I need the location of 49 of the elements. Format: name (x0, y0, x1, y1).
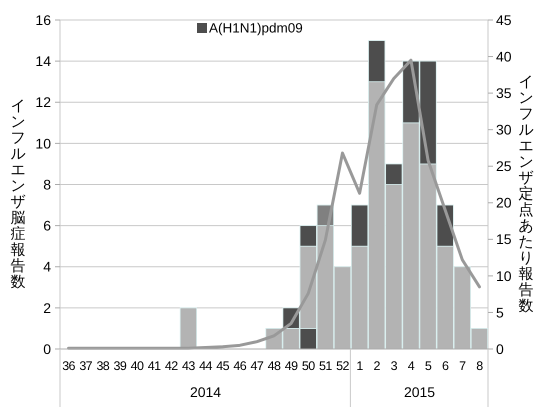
x-tick-label: 2 (374, 359, 381, 373)
x-tick-label: 42 (164, 359, 178, 373)
y2-tick-label: 15 (496, 231, 512, 248)
y2-tick-label: 25 (496, 158, 512, 174)
x-tick-label: 8 (476, 359, 484, 373)
x-tick-label: 3 (390, 359, 398, 373)
y-tick-label: 4 (43, 258, 52, 275)
y-tick-label: 6 (43, 218, 52, 234)
x-tick-label: 52 (336, 359, 350, 373)
y-tick-label: 16 (35, 12, 52, 28)
x-tick-label: 48 (268, 359, 281, 373)
x-tick-label: 36 (62, 359, 76, 373)
y-tick-label: 10 (35, 135, 52, 152)
y-tick-label: 14 (35, 53, 52, 70)
text: 2015 (404, 384, 436, 400)
text: インフルエンザ脳症報告数 (10, 96, 26, 290)
x-tick-label: 44 (199, 359, 213, 373)
x-tick-label: 1 (356, 359, 364, 373)
text: インフルエンザ定点あたり報告数 (518, 72, 534, 314)
x-tick-label: 51 (319, 359, 332, 373)
x-tick-label: 5 (424, 359, 432, 373)
y2-tick-label: 30 (496, 122, 512, 138)
x-tick-label: 39 (114, 359, 127, 373)
y2-tick-label: 35 (496, 85, 512, 102)
y2-tick-label: 0 (496, 340, 504, 357)
x-tick-label: 45 (216, 359, 230, 373)
x-tick-label: 50 (302, 359, 316, 373)
legend-label: A(H1N1)pdm09 (209, 20, 303, 36)
text: 2014 (190, 384, 222, 400)
y-tick-label: 12 (35, 94, 52, 110)
y2-tick-label: 5 (496, 304, 504, 320)
y2-tick-label: 40 (496, 48, 512, 64)
x-tick-label: 7 (459, 359, 466, 373)
x-tick-label: 37 (79, 359, 93, 373)
x-tick-label: 47 (250, 359, 264, 373)
x-tick-label: 38 (96, 359, 110, 373)
x-tick-label: 46 (233, 359, 247, 373)
y-tick-label: 0 (43, 340, 52, 357)
y2-tick-label: 45 (496, 12, 512, 28)
x-tick-label: 49 (284, 359, 298, 373)
x-tick-label: 40 (130, 359, 144, 373)
x-tick-label: 6 (442, 359, 450, 373)
x-tick-label: 4 (408, 359, 415, 373)
y-tick-label: 8 (43, 176, 52, 192)
y-tick-label: 2 (43, 300, 52, 316)
y2-tick-label: 10 (496, 268, 512, 284)
x-tick-label: 43 (182, 359, 196, 373)
x-tick-label: 41 (148, 359, 162, 373)
y2-tick-label: 20 (496, 194, 512, 211)
